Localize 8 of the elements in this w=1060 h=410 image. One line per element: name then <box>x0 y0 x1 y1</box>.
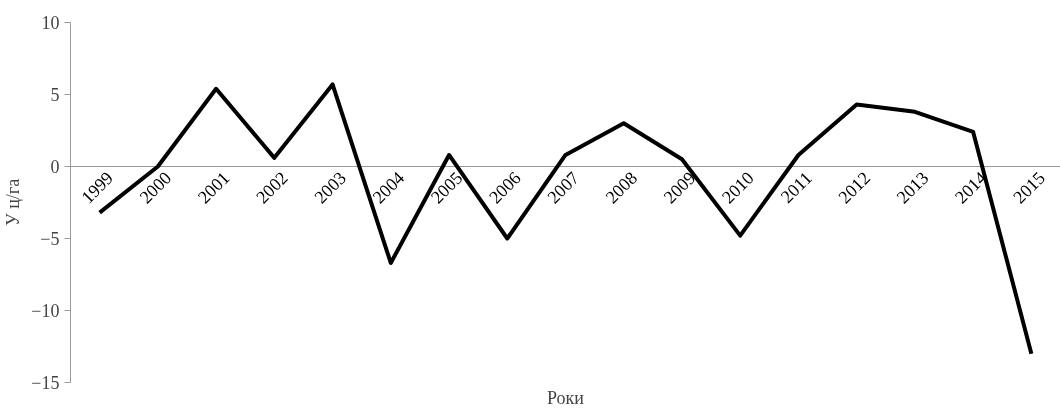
y-tick-label: −5 <box>40 229 60 249</box>
y-tick-label: −15 <box>31 373 60 393</box>
x-axis-title: Роки <box>547 387 585 408</box>
y-tick-label: 0 <box>50 157 60 177</box>
y-tick-label: 10 <box>41 13 60 33</box>
y-tick-label: 5 <box>50 85 60 105</box>
y-axis-title: У ц/га <box>3 178 24 227</box>
y-tick-label: −10 <box>31 301 60 321</box>
